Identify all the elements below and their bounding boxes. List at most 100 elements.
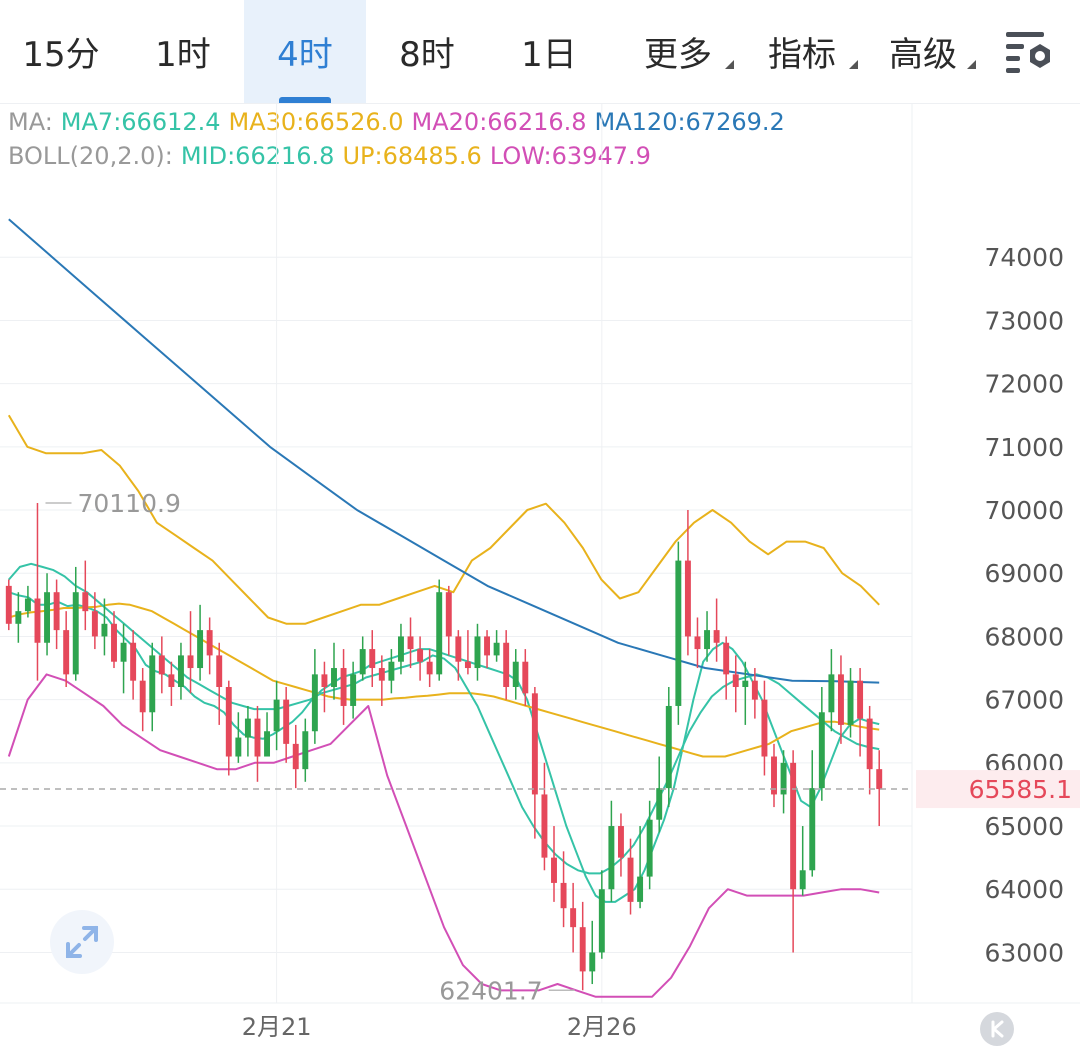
candle-body xyxy=(512,661,519,687)
candle-body xyxy=(91,611,98,637)
candle-body xyxy=(283,699,290,744)
y-tick-label: 67000 xyxy=(984,686,1064,715)
tab-indicators[interactable]: 指标 xyxy=(744,0,860,103)
candle-body xyxy=(589,952,596,972)
boll-up-value: UP:68485.6 xyxy=(342,142,482,170)
ma-legend: MA: MA7:66612.4 MA30:66526.0 MA20:66216.8 MA… xyxy=(8,108,793,136)
tab-8h[interactable]: 8时 xyxy=(366,0,488,103)
candle-body xyxy=(847,680,854,725)
candle-body xyxy=(321,674,328,687)
tab-label: 高级 xyxy=(889,35,957,75)
y-tick-label: 64000 xyxy=(984,875,1064,904)
candle-body xyxy=(24,598,31,612)
candle-body xyxy=(694,636,701,650)
candle-body xyxy=(130,642,137,681)
high-marker-label: 70110.9 xyxy=(77,489,180,518)
candle-body xyxy=(445,592,452,637)
tab-15min[interactable]: 15分 xyxy=(0,0,122,103)
candle-body xyxy=(751,680,758,700)
candle-body xyxy=(168,674,175,687)
x-tick-label: 2月21 xyxy=(242,1013,312,1041)
y-tick-label: 70000 xyxy=(984,496,1064,525)
candle-body xyxy=(331,668,337,687)
candle-body xyxy=(53,592,60,631)
candle-body xyxy=(273,699,280,732)
series-line-boll-mid xyxy=(8,562,880,875)
candle-body xyxy=(225,687,232,757)
candle-body xyxy=(101,623,108,637)
candle-body xyxy=(426,661,433,675)
tab-label: 1日 xyxy=(521,35,577,75)
candle-body xyxy=(484,636,491,656)
series-line-boll-up xyxy=(7,414,880,625)
candle-body xyxy=(551,857,557,883)
chart-settings-icon[interactable] xyxy=(1000,22,1060,82)
candle-body xyxy=(704,630,711,650)
y-tick-label: 69000 xyxy=(984,559,1064,588)
candle-body xyxy=(684,560,691,637)
candle-body xyxy=(206,630,213,656)
current-price-tag xyxy=(916,770,1080,809)
series-line-boll-low xyxy=(7,673,880,998)
dropdown-caret-icon xyxy=(849,60,858,69)
candle-body xyxy=(34,598,41,643)
candle-body xyxy=(627,857,634,902)
candlestick-chart[interactable]: 74000 73000 72000 71000 70000 69000 68000 67000… xyxy=(0,103,1080,1046)
tab-label: 8时 xyxy=(399,35,455,75)
candle-body xyxy=(436,592,443,675)
candle-body xyxy=(359,649,366,675)
candle-body xyxy=(111,623,117,662)
series-line-ma7 xyxy=(8,591,880,903)
y-tick-label: 71000 xyxy=(984,433,1064,462)
candle-body xyxy=(397,636,404,662)
candle-body xyxy=(120,642,127,662)
expand-icon[interactable] xyxy=(50,910,114,974)
tab-label: 1时 xyxy=(155,35,211,75)
candle-body xyxy=(828,674,835,713)
tab-1d[interactable]: 1日 xyxy=(488,0,610,103)
candle-body xyxy=(790,762,797,890)
candle-body xyxy=(15,611,22,624)
k-line-icon[interactable] xyxy=(980,1012,1014,1046)
candle-body xyxy=(254,718,261,757)
candle-body xyxy=(742,680,749,687)
candle-body xyxy=(579,927,586,972)
dropdown-caret-icon xyxy=(725,60,734,69)
candle-body xyxy=(187,655,194,669)
candle-body xyxy=(235,737,242,757)
y-tick-label: 73000 xyxy=(984,306,1064,335)
boll-legend-prefix: BOLL(20,2.0): xyxy=(8,142,173,170)
candle-body xyxy=(44,592,51,643)
boll-legend: BOLL(20,2.0): MID:66216.8 UP:68485.6 LOW:63… xyxy=(8,142,659,170)
candle-body xyxy=(302,731,309,770)
candle-body xyxy=(149,655,156,713)
candle-body xyxy=(493,642,500,656)
candle-body xyxy=(761,699,768,757)
candle-body xyxy=(388,661,395,681)
low-marker-label: 62401.7 xyxy=(439,976,542,1005)
series-line-ma120 xyxy=(8,218,880,684)
x-tick-label: 2月26 xyxy=(567,1013,637,1041)
candle-body xyxy=(560,882,567,909)
candle-body xyxy=(608,826,615,890)
candle-body xyxy=(474,636,481,669)
y-tick-label: 63000 xyxy=(984,938,1064,967)
tab-4h[interactable]: 4时 xyxy=(244,0,366,103)
tab-1h[interactable]: 1时 xyxy=(122,0,244,103)
candle-body xyxy=(292,743,299,770)
candle-body xyxy=(809,788,816,871)
candle-body xyxy=(857,680,864,719)
ma20-value: MA20:66216.8 xyxy=(411,108,587,136)
candle-body xyxy=(464,661,471,669)
tab-advanced[interactable]: 高级 xyxy=(868,0,978,103)
tab-more[interactable]: 更多 xyxy=(620,0,736,103)
timeframe-tabbar: 15分 1时 4时 8时 1日 更多 指标 高级 xyxy=(0,0,1080,104)
candle-body xyxy=(598,889,605,953)
candle-body xyxy=(837,674,844,725)
candle-body xyxy=(732,674,739,687)
tab-label: 4时 xyxy=(277,35,333,75)
candle-body xyxy=(656,788,663,820)
candle-body xyxy=(637,876,644,902)
ma120-value: MA120:67269.2 xyxy=(594,108,785,136)
candle-body xyxy=(177,655,184,687)
